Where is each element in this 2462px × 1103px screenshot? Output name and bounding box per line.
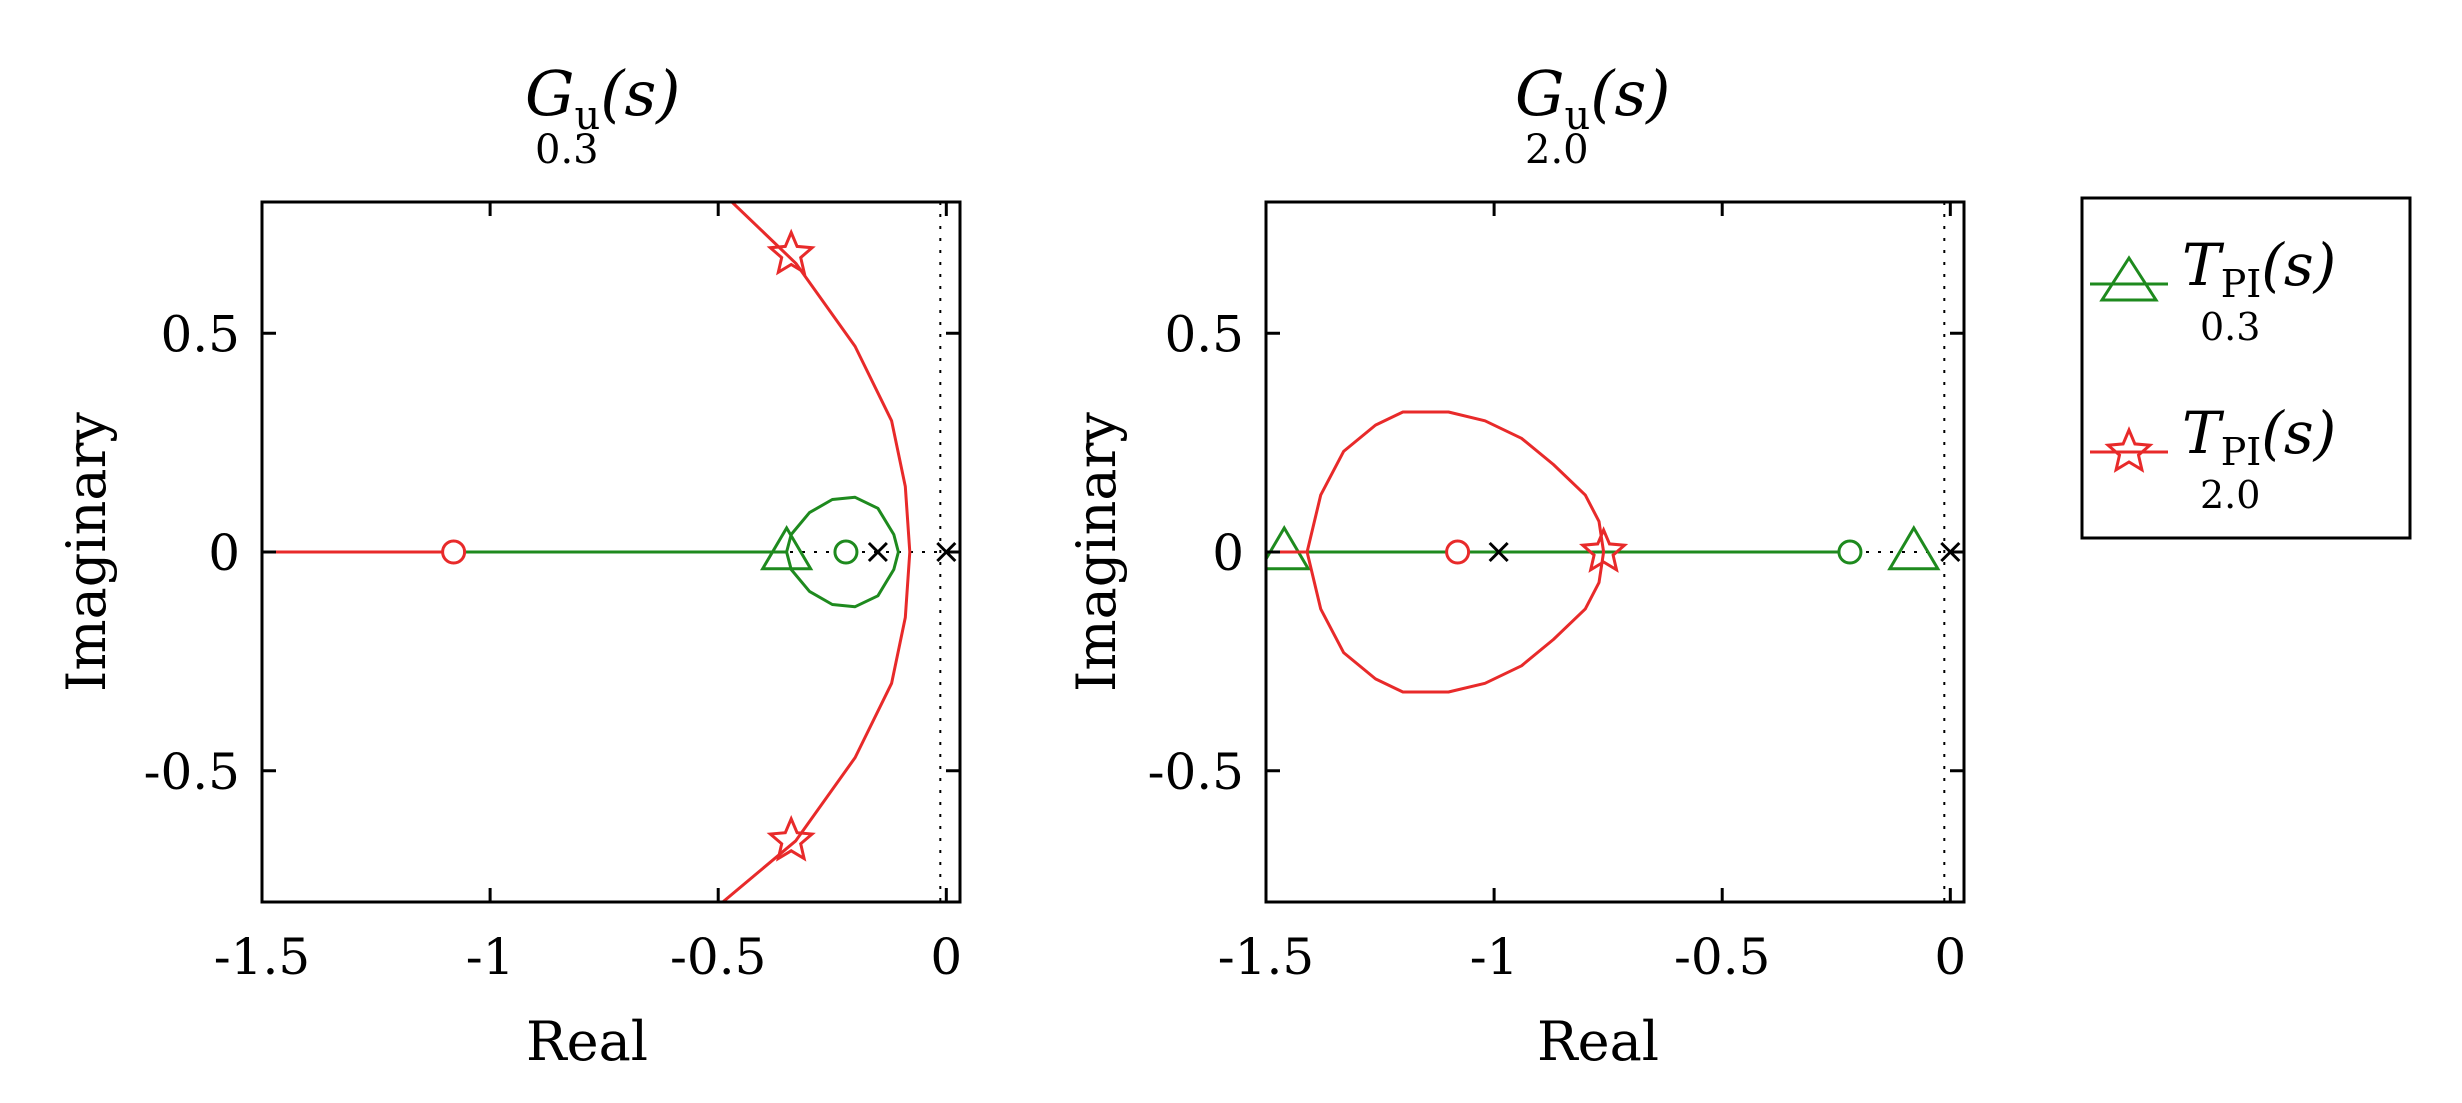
legend-star-marker [2104, 426, 2154, 473]
legend-box [2080, 196, 2412, 540]
pole-marker-0-0 [867, 541, 888, 563]
plot-left-xlabel: Real [526, 1010, 648, 1073]
plot-right: Gu(s) 2.0 Real Imaginary -1.5 -1 -0.5 0 0.5… [1065, 57, 1966, 1073]
xtick-label-0-0: -1.5 [214, 928, 310, 986]
plot-left-ylabel: Imaginary [55, 412, 118, 692]
zero-marker-1-1-0 [1445, 539, 1471, 565]
plot-left-title-param: 0.3 [535, 127, 599, 173]
plot-right-title-param: 2.0 [1525, 127, 1589, 173]
legend-entry-0: TPI(s) 0.3 [2090, 231, 2336, 349]
ytick-label-1-0: 0.5 [1164, 305, 1244, 363]
legend-label-1: TPI(s) [2182, 399, 2336, 474]
xtick-label-1-2: -0.5 [1674, 928, 1770, 986]
ytick-label-0-1: 0 [208, 524, 240, 582]
legend: TPI(s) 0.3 TPI(s) 2.0 [2080, 196, 2412, 540]
plot-0-data [262, 202, 960, 902]
star-marker-1-0 [1579, 526, 1629, 573]
plot-right-area [1266, 202, 1964, 902]
xtick-label-0-3: 0 [930, 928, 962, 986]
zero-marker-0-0-0 [833, 539, 859, 565]
plot-left-xticks: -1.5 -1 -0.5 0 [214, 202, 962, 986]
triangle-marker-1-1 [1887, 525, 1941, 571]
xtick-label-1-3: 0 [1934, 928, 1966, 986]
star-marker-0-1 [766, 814, 816, 862]
plot-left-yticks: 0.5 0 -0.5 [144, 305, 960, 801]
xtick-label-0-1: -1 [466, 928, 515, 986]
triangle-marker-1-0 [1266, 525, 1311, 571]
xtick-label-1-0: -1.5 [1218, 928, 1314, 986]
plot-right-yticks: 0.5 0 -0.5 [1148, 305, 1964, 801]
plot-right-xticks: -1.5 -1 -0.5 0 [1218, 202, 1966, 986]
plot-left: Gu(s) 0.3 Real Imaginary -1.5 -1 -0.5 0 0.5… [55, 57, 962, 1073]
plot-left-title: Gu(s) [525, 57, 681, 139]
plot-1-data [1266, 202, 1964, 902]
ytick-label-0-2: -0.5 [144, 743, 240, 801]
triangle-marker-0-0 [760, 525, 814, 571]
ytick-label-1-1: 0 [1212, 524, 1244, 582]
locus-0-0-1 [785, 495, 900, 609]
zero-marker-1-0-0 [1837, 539, 1863, 565]
ytick-label-0-0: 0.5 [160, 305, 240, 363]
plot-right-ylabel: Imaginary [1065, 412, 1128, 692]
plot-right-xlabel: Real [1537, 1010, 1659, 1073]
legend-triangle-marker [2099, 255, 2159, 302]
zero-marker-0-1-0 [441, 539, 467, 565]
legend-label-0: TPI(s) [2182, 231, 2336, 306]
plot-left-area [262, 202, 960, 902]
locus-1-1-0 [1305, 410, 1606, 694]
plot-right-title: Gu(s) [1515, 57, 1671, 139]
legend-param-0: 0.3 [2200, 305, 2260, 349]
star-marker-0-0 [766, 228, 816, 276]
legend-param-1: 2.0 [2200, 473, 2260, 517]
legend-entry-1: TPI(s) 2.0 [2090, 399, 2336, 517]
locus-0-1-1 [721, 202, 912, 902]
ytick-label-1-2: -0.5 [1148, 743, 1244, 801]
pole-marker-1-0 [1488, 541, 1509, 563]
xtick-label-0-2: -0.5 [670, 928, 766, 986]
xtick-label-1-1: -1 [1470, 928, 1519, 986]
